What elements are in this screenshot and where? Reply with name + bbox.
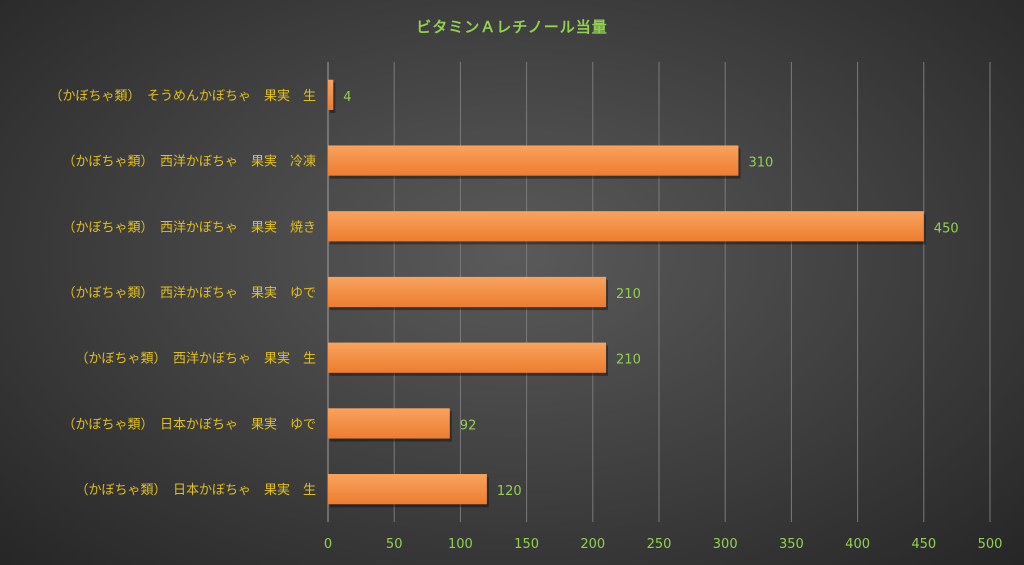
x-tick-label: 0 (324, 537, 332, 552)
x-tick-label: 400 (845, 537, 870, 552)
bar (328, 408, 450, 439)
bar (328, 474, 487, 505)
bar (328, 145, 739, 176)
bar (328, 211, 924, 242)
category-label: （かぼちゃ類） 西洋かぼちゃ 果実 生 (75, 351, 316, 367)
x-tick-label: 350 (779, 537, 804, 552)
category-label: （かぼちゃ類） 西洋かぼちゃ 果実 焼き (62, 219, 316, 235)
bar (328, 342, 607, 373)
data-label: 4 (343, 90, 351, 105)
x-tick-label: 200 (580, 537, 605, 552)
x-tick-label: 300 (713, 537, 738, 552)
category-label: （かぼちゃ類） そうめんかぼちゃ 果実 生 (49, 88, 316, 104)
x-tick-label: 450 (911, 537, 936, 552)
data-label: 310 (748, 156, 773, 171)
bar (328, 79, 334, 110)
data-label: 210 (616, 287, 641, 302)
data-label: 450 (934, 221, 959, 236)
data-label: 92 (460, 418, 477, 433)
category-label: （かぼちゃ類） 日本かぼちゃ 果実 生 (75, 482, 316, 498)
x-tick-label: 50 (386, 537, 403, 552)
x-tick-label: 250 (647, 537, 672, 552)
x-tick-label: 100 (448, 537, 473, 552)
bar (328, 276, 607, 308)
chart-title: ビタミンＡレチノール当量 (416, 18, 608, 36)
category-label: （かぼちゃ類） 西洋かぼちゃ 果実 ゆで (62, 285, 316, 301)
category-label: （かぼちゃ類） 日本かぼちゃ 果実 ゆで (62, 416, 316, 432)
category-label: （かぼちゃ類） 西洋かぼちゃ 果実 冷凍 (62, 154, 316, 170)
x-tick-label: 150 (514, 537, 539, 552)
data-label: 210 (616, 353, 641, 368)
data-label: 120 (497, 484, 522, 499)
x-tick-label: 500 (978, 537, 1003, 552)
